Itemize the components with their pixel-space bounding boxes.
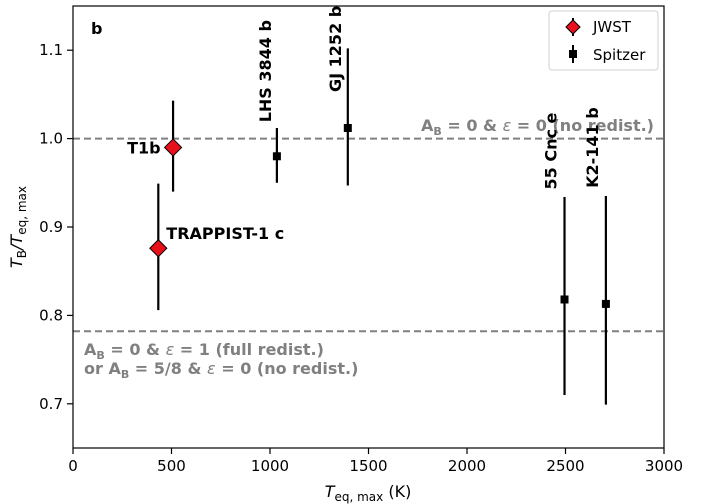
marker-trappist-1-c: [149, 239, 168, 258]
point-labels: T1b TRAPPIST-1 c LHS 3844 b GJ 1252 b 55 Cnc…: [127, 6, 602, 243]
panel-letter: b: [91, 19, 102, 38]
x-tick-label-1: 500: [157, 457, 186, 475]
point-label-55-cnc-e: 55 Cnc e: [542, 112, 561, 189]
y-tick-label-2: 0.9: [39, 218, 63, 236]
y-tick-label-3: 1.0: [39, 130, 63, 148]
marker-lhs-3844-b: [272, 152, 281, 161]
ref-label-full-redist: AB = 0 & ε = 1 (full redist.): [84, 340, 324, 362]
ref-label-no-redist: AB = 0 & ε = 0 (no redist.): [421, 116, 654, 138]
x-tick-label-0: 0: [68, 457, 78, 475]
marker-gj-1252-b: [343, 123, 352, 132]
legend-jwst-marker: [565, 19, 581, 35]
point-label-gj-1252-b: GJ 1252 b: [326, 6, 345, 92]
y-axis-ticks: 0.7 0.8 0.9 1.0 1.1: [39, 41, 73, 413]
x-axis-ticks: 0 500 1000 1500 2000 2500 3000: [68, 448, 683, 475]
x-tick-label-3: 1500: [349, 457, 387, 475]
y-tick-label-4: 1.1: [39, 41, 63, 59]
axes-frame: [72, 5, 665, 449]
x-tick-label-5: 2500: [546, 457, 584, 475]
marker-55-cnc-e: [560, 295, 569, 304]
x-tick-label-4: 2000: [448, 457, 486, 475]
y-tick-label-0: 0.7: [39, 395, 63, 413]
plot-area: [73, 6, 664, 448]
legend: JWST Spitzer: [548, 10, 659, 71]
point-label-k2-141-b: K2-141 b: [583, 107, 602, 188]
y-tick-label-1: 0.8: [39, 306, 63, 324]
data-markers: [149, 123, 610, 308]
legend-spitzer-marker: [569, 50, 577, 58]
y-axis-label: TB/Teq, max: [7, 186, 29, 268]
x-tick-label-2: 1000: [251, 457, 289, 475]
point-label-t1b: T1b: [127, 138, 160, 157]
point-label-trappist-1-c: TRAPPIST-1 c: [166, 224, 284, 243]
marker-t1b: [163, 138, 183, 157]
legend-jwst-label: JWST: [592, 18, 632, 36]
x-tick-label-6: 3000: [645, 457, 683, 475]
marker-k2-141-b: [601, 299, 610, 308]
legend-spitzer-label: Spitzer: [593, 46, 646, 64]
point-label-lhs-3844-b: LHS 3844 b: [256, 20, 275, 122]
x-axis-label: Teq, max (K): [325, 482, 412, 504]
ref-label-partial-albedo: or AB = 5/8 & ε = 0 (no redist.): [84, 359, 358, 381]
